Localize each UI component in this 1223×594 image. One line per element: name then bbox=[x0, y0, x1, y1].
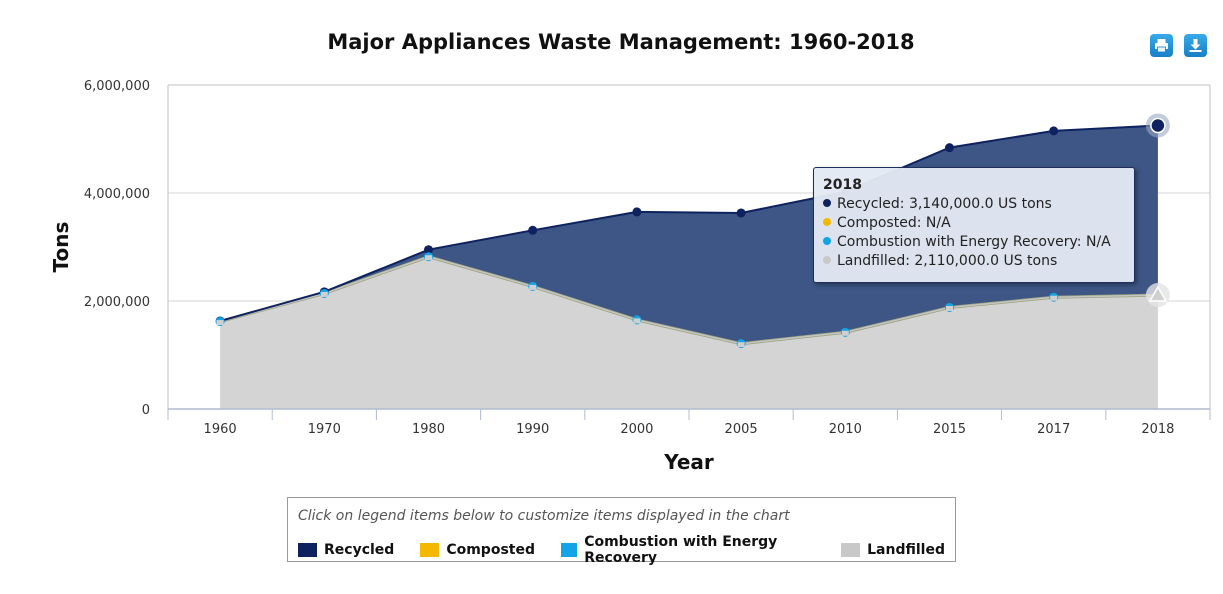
marker-landfilled[interactable] bbox=[841, 330, 849, 336]
y-tick-label: 6,000,000 bbox=[84, 79, 150, 94]
legend-hint: Click on legend items below to customize… bbox=[298, 508, 790, 524]
axes: 0 2,000,000 4,000,000 6,000,000 1960 1970 1980… bbox=[84, 79, 1211, 437]
hover-marker-recycled[interactable] bbox=[1150, 117, 1166, 134]
marker-landfilled[interactable] bbox=[425, 255, 432, 261]
tooltip-row-recycled: Recycled: 3,140,000.0 US tons bbox=[823, 195, 1125, 214]
marker-recycled[interactable] bbox=[632, 207, 642, 217]
marker-recycled[interactable] bbox=[528, 225, 538, 235]
y-axis-title: Tons bbox=[49, 222, 73, 273]
x-tick-label: 1980 bbox=[412, 422, 445, 437]
marker-landfilled[interactable] bbox=[946, 305, 953, 311]
marker-landfilled[interactable] bbox=[1050, 295, 1058, 301]
legend-swatch bbox=[298, 543, 317, 557]
download-button[interactable] bbox=[1184, 34, 1207, 57]
legend-item-combustion[interactable]: Combustion with Energy Recovery bbox=[561, 534, 815, 566]
x-tick-label: 2010 bbox=[829, 422, 862, 437]
y-tick-label: 0 bbox=[142, 403, 150, 418]
hover-marker-landfilled[interactable] bbox=[1148, 285, 1168, 302]
legend-item-recycled[interactable]: Recycled bbox=[298, 542, 394, 558]
marker-landfilled[interactable] bbox=[737, 342, 745, 348]
chart-legend: Click on legend items below to customize… bbox=[287, 497, 956, 566]
legend-swatch bbox=[561, 543, 578, 557]
marker-landfilled[interactable] bbox=[529, 284, 537, 290]
printer-icon bbox=[1155, 39, 1168, 53]
x-tick-label: 2018 bbox=[1141, 422, 1174, 437]
print-button[interactable] bbox=[1150, 34, 1173, 57]
series-markers[interactable] bbox=[215, 113, 1170, 349]
tooltip-row-combustion: Combustion with Energy Recovery: N/A bbox=[823, 233, 1125, 252]
x-tick-label: 1960 bbox=[204, 422, 237, 437]
data-tooltip: 2018 Recycled: 3,140,000.0 US tons Compo… bbox=[813, 167, 1135, 283]
marker-recycled[interactable] bbox=[945, 143, 954, 153]
marker-recycled[interactable] bbox=[1049, 126, 1059, 136]
x-tick-label: 2000 bbox=[620, 422, 653, 437]
tooltip-header: 2018 bbox=[823, 177, 862, 193]
series-dot-icon bbox=[823, 237, 831, 245]
marker-recycled[interactable] bbox=[424, 245, 433, 255]
x-tick-label: 2015 bbox=[933, 422, 966, 437]
marker-recycled[interactable] bbox=[736, 208, 746, 218]
marker-landfilled[interactable] bbox=[633, 318, 641, 324]
tooltip-row-composted: Composted: N/A bbox=[823, 214, 1125, 233]
chart-title: Major Appliances Waste Management: 1960-… bbox=[327, 30, 914, 54]
marker-landfilled[interactable] bbox=[320, 291, 328, 297]
legend-swatch bbox=[841, 543, 861, 557]
x-tick-label: 2017 bbox=[1037, 422, 1070, 437]
line-combustion[interactable] bbox=[219, 255, 1158, 345]
series-dot-icon bbox=[823, 256, 831, 264]
legend-item-composted[interactable]: Composted bbox=[420, 542, 535, 558]
line-recycled[interactable] bbox=[219, 124, 1158, 322]
tooltip-row-landfilled: Landfilled: 2,110,000.0 US tons bbox=[823, 252, 1125, 271]
marker-landfilled[interactable] bbox=[216, 320, 224, 326]
download-icon bbox=[1189, 39, 1202, 52]
x-axis-title: Year bbox=[663, 450, 714, 474]
legend-swatch bbox=[420, 543, 440, 557]
y-tick-label: 2,000,000 bbox=[84, 295, 150, 310]
series-dot-icon bbox=[823, 218, 831, 226]
x-tick-label: 1990 bbox=[516, 422, 549, 437]
y-tick-label: 4,000,000 bbox=[84, 187, 150, 202]
series-dot-icon bbox=[823, 199, 831, 207]
x-tick-label: 2005 bbox=[725, 422, 758, 437]
legend-item-landfilled[interactable]: Landfilled bbox=[841, 542, 945, 558]
x-tick-label: 1970 bbox=[308, 422, 341, 437]
